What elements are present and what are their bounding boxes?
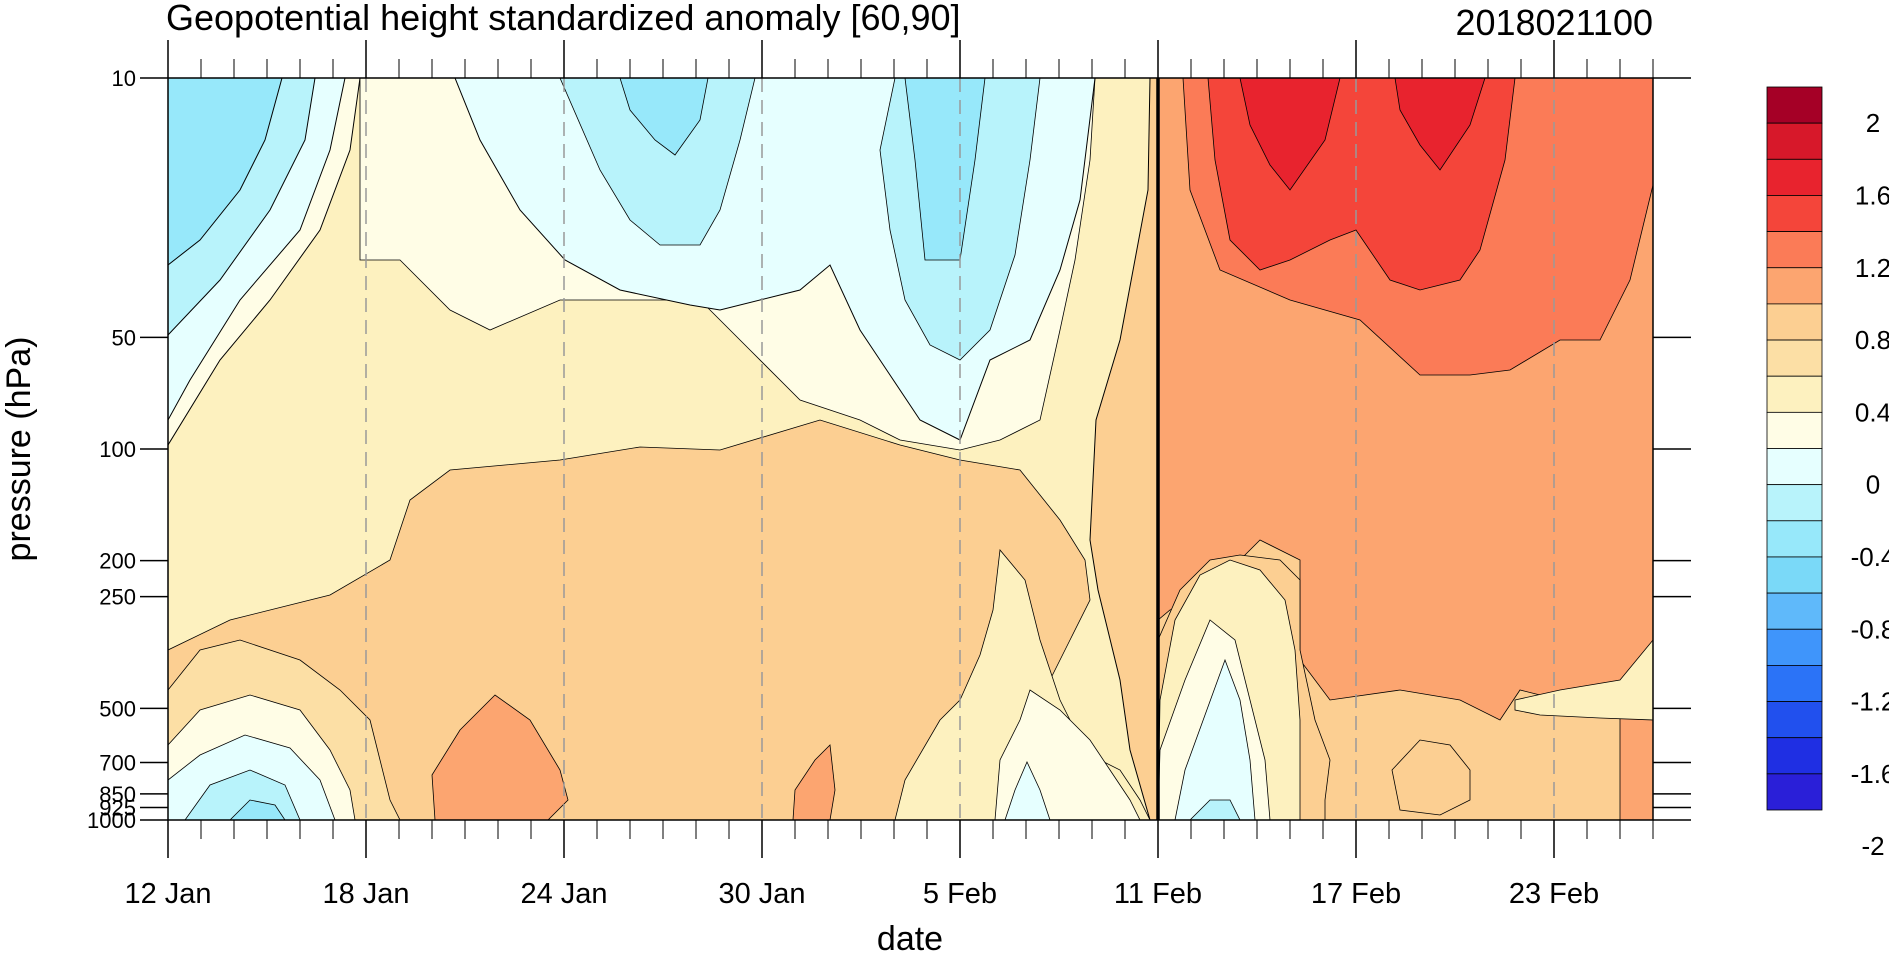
y-tick-label: 250 — [99, 585, 136, 610]
x-tick-label: 30 Jan — [718, 878, 805, 910]
y-tick-label: 50 — [112, 325, 136, 350]
colorbar-swatch — [1766, 737, 1823, 775]
y-axis-label: pressure (hPa) — [0, 337, 38, 562]
x-tick-label: 17 Feb — [1311, 878, 1401, 910]
x-axis: 12 Jan 18 Jan 24 Jan 30 Jan 5 Feb 11 Feb 17 Fe… — [124, 40, 1654, 910]
x-tick-label: 23 Feb — [1509, 878, 1599, 910]
colorbar-swatch — [1766, 231, 1823, 269]
contour-band-upper-right-1.4a — [1239, 78, 1341, 191]
y-tick-label: 500 — [99, 696, 136, 721]
colorbar-swatch — [1766, 520, 1823, 558]
y-tick-label: 1000 — [87, 808, 136, 833]
colorbar-swatch — [1766, 339, 1823, 377]
colorbar-swatch — [1766, 556, 1823, 594]
contour-band-1.0-bump2 — [792, 744, 836, 820]
colorbar-swatch — [1766, 158, 1823, 196]
chart-title: Geopotential height standardized anomaly… — [166, 0, 961, 38]
contour-band-right-neg — [1174, 658, 1256, 820]
colorbar-label: -2 — [1861, 831, 1884, 861]
contour-band-upper-left-neg3 — [168, 78, 283, 266]
colorbar-label: -0.8 — [1851, 614, 1889, 644]
colorbar: 2 1.6 1.2 0.8 0.4 0 -0.4 -0.8 -1.2 -1.6 -2 — [1766, 86, 1889, 861]
colorbar-swatch — [1766, 701, 1823, 739]
colorbar-swatch — [1766, 628, 1823, 666]
colorbar-label: -0.4 — [1851, 542, 1889, 572]
x-axis-label: date — [877, 920, 943, 958]
contour-band-neg-feb-lower — [1004, 761, 1051, 820]
x-tick-label: 24 Jan — [520, 878, 607, 910]
colorbar-label: -1.6 — [1851, 759, 1889, 789]
plot-area — [167, 77, 1654, 821]
colorbar-swatch — [1766, 303, 1823, 341]
colorbar-label: 1.2 — [1855, 253, 1889, 283]
colorbar-swatch — [1766, 773, 1823, 811]
colorbar-swatch — [1766, 122, 1823, 160]
y-tick-label: 200 — [99, 549, 136, 574]
contour-band-1.0-bump1 — [431, 694, 569, 820]
contour-band-upper-right-1.4b — [1394, 78, 1486, 171]
contour-band-upper-mid-neg2a — [559, 78, 756, 246]
colorbar-label: 0 — [1866, 470, 1880, 500]
x-tick-label: 18 Jan — [322, 878, 409, 910]
colorbar-label: 0.8 — [1855, 325, 1889, 355]
colorbar-swatch — [1766, 592, 1823, 630]
y-tick-label: 100 — [99, 437, 136, 462]
colorbar-swatch — [1766, 267, 1823, 305]
colorbar-swatch — [1766, 411, 1823, 449]
contour-band-right-patch-0.4 — [1514, 639, 1653, 721]
contour-band-neg3-lower — [229, 799, 286, 820]
y-tick-label: 925 — [99, 795, 136, 820]
colorbar-label: 2 — [1866, 108, 1880, 138]
colorbar-swatch — [1766, 665, 1823, 702]
colorbar-swatch — [1766, 195, 1823, 232]
colorbar-swatch — [1766, 484, 1823, 522]
x-tick-label: 12 Jan — [124, 878, 211, 910]
colorbar-label: 0.4 — [1855, 397, 1889, 427]
colorbar-label: -1.2 — [1851, 687, 1889, 717]
x-tick-label: 5 Feb — [923, 878, 997, 910]
colorbar-swatch — [1766, 86, 1823, 124]
y-tick-label: 700 — [99, 751, 136, 776]
x-tick-label: 11 Feb — [1114, 878, 1202, 910]
contour-band-right-neg2 — [1189, 799, 1241, 820]
colorbar-swatch — [1766, 448, 1823, 486]
colorbar-label: 1.6 — [1855, 180, 1889, 210]
y-tick-label: 850 — [99, 782, 136, 807]
contour-band-upper-mid-neg3a — [619, 78, 709, 156]
contour-band-right-patch-0.8b — [1391, 739, 1471, 816]
chart-date-label: 2018021100 — [1455, 2, 1653, 43]
colorbar-swatch — [1766, 375, 1823, 413]
y-tick-label: 10 — [112, 66, 136, 91]
